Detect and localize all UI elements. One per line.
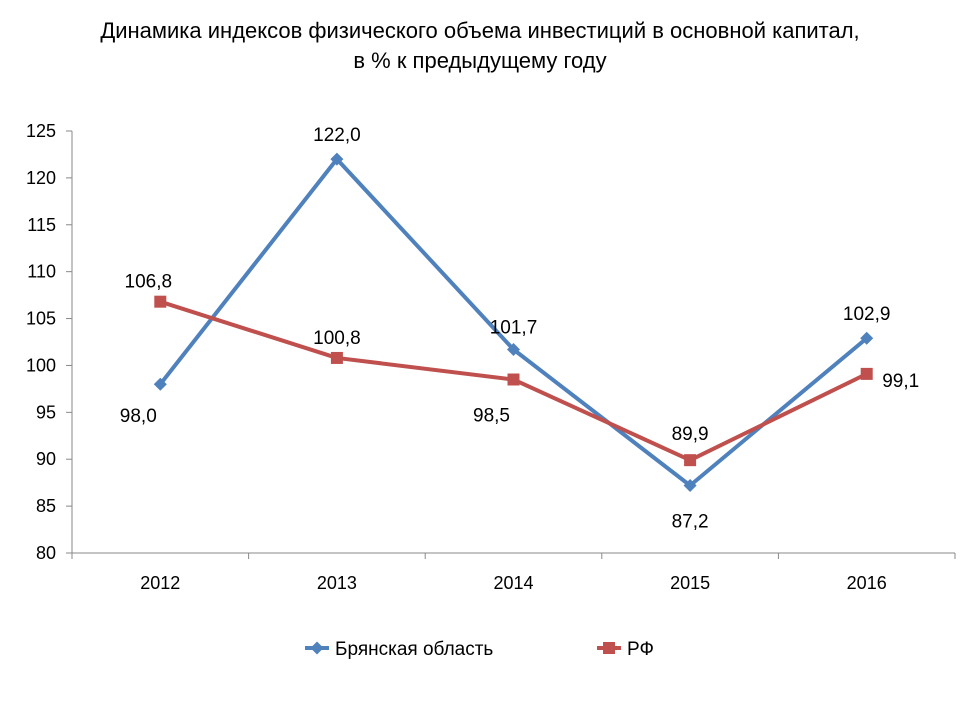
legend-label: Брянская область [335, 639, 493, 660]
y-tick-label: 125 [26, 121, 56, 141]
x-axis-ticks: 2012 2013 2014 2015 2016 [71, 553, 956, 593]
x-tick-label: 2016 [847, 573, 887, 593]
series-1-point [683, 478, 697, 492]
y-tick-label: 80 [36, 543, 56, 563]
x-tick-label: 2013 [317, 573, 357, 593]
y-tick-label: 115 [27, 215, 56, 235]
data-label: 106,8 [125, 272, 173, 293]
data-label: 102,9 [843, 304, 891, 325]
data-label: 100,8 [313, 328, 361, 349]
data-label: 101,7 [490, 318, 538, 339]
data-label: 122,0 [313, 125, 361, 146]
chart-title: Динамика индексов физического объема инв… [100, 18, 859, 43]
y-tick-label: 100 [26, 355, 56, 375]
chart-subtitle: в % к предыдущему году [353, 48, 606, 73]
y-tick-label: 120 [26, 168, 56, 188]
series-1-point [860, 331, 874, 345]
legend-marker [603, 642, 615, 654]
legend-item-2: РФ [597, 639, 654, 660]
legend-item-1: Брянская область [305, 639, 493, 660]
series-1-point [330, 152, 344, 166]
series-1-point [153, 377, 167, 391]
legend-label: РФ [627, 639, 654, 660]
y-tick-label: 110 [27, 262, 56, 282]
x-tick-label: 2015 [670, 573, 710, 593]
data-label: 89,9 [672, 424, 709, 445]
series-2-point [330, 351, 343, 364]
series-2-point [154, 295, 167, 308]
legend: Брянская область РФ [305, 639, 654, 660]
series-2-point [684, 454, 697, 467]
y-tick-label: 85 [36, 496, 56, 516]
y-tick-label: 105 [26, 309, 56, 329]
axes [71, 131, 955, 554]
series-group [153, 152, 874, 492]
series-2-point [860, 367, 873, 380]
data-label: 98,0 [120, 406, 157, 427]
data-label: 99,1 [882, 371, 919, 392]
series-2-point [507, 373, 520, 386]
x-tick-label: 2012 [140, 573, 180, 593]
y-tick-label: 95 [36, 402, 56, 422]
data-labels: 98,0 122,0 101,7 87,2 102,9 106,8 100,8 98,5 89,… [120, 125, 919, 532]
x-tick-label: 2014 [493, 573, 533, 593]
data-label: 87,2 [672, 511, 709, 532]
legend-marker [310, 641, 324, 655]
y-axis-ticks: 80 85 90 95 100 105 110 115 120 125 [26, 121, 72, 563]
y-tick-label: 90 [36, 449, 56, 469]
series-1-point [507, 343, 520, 357]
data-label: 98,5 [473, 406, 510, 427]
